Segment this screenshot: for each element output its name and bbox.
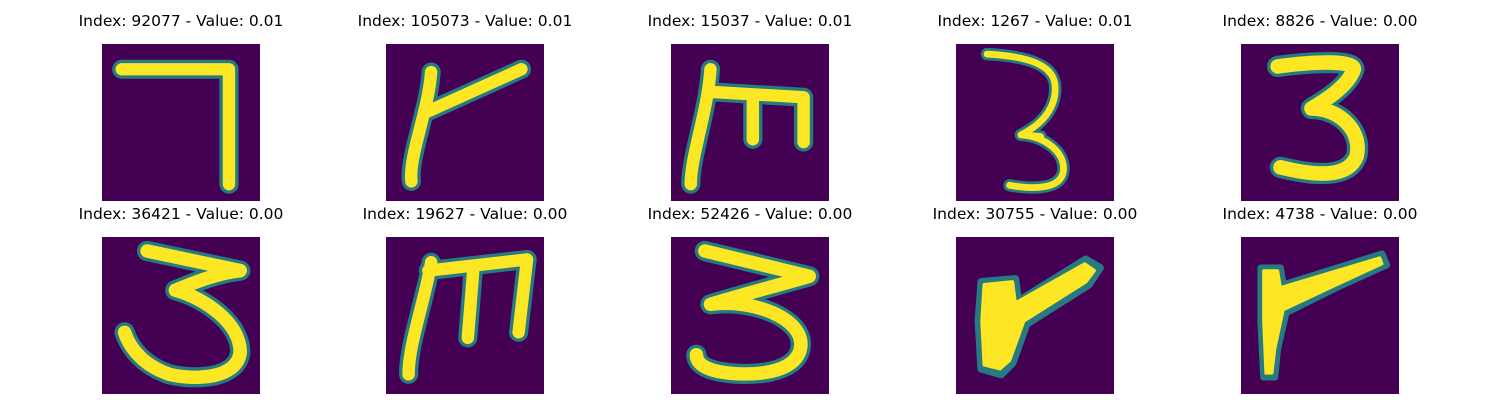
digit-image-r-shape-bold [956,237,1114,394]
digit-image-r-shape [1241,237,1399,394]
panel-title: Index: 36421 - Value: 0.00 [78,205,284,223]
digit-panel-8: Index: 52426 - Value: 0.00 [635,203,865,394]
digit-image-three [102,237,260,394]
digit-panel-9: Index: 30755 - Value: 0.00 [920,203,1150,394]
digit-panel-1: Index: 92077 - Value: 0.01 [66,10,296,201]
digit-image-seven [102,44,260,201]
panel-title: Index: 30755 - Value: 0.00 [932,205,1138,223]
panel-title: Index: 4738 - Value: 0.00 [1222,205,1418,223]
panel-title: Index: 92077 - Value: 0.01 [78,12,284,30]
panel-title: Index: 8826 - Value: 0.00 [1222,12,1418,30]
digit-panel-5: Index: 8826 - Value: 0.00 [1205,10,1435,201]
digit-panel-7: Index: 19627 - Value: 0.00 [350,203,580,394]
digit-image-three [671,237,829,394]
panel-title: Index: 19627 - Value: 0.00 [362,205,568,223]
digit-panel-2: Index: 105073 - Value: 0.01 [350,10,580,201]
digit-image-m-shape [671,44,829,201]
panel-title: Index: 105073 - Value: 0.01 [357,12,573,30]
digit-panel-4: Index: 1267 - Value: 0.01 [920,10,1150,201]
panel-title: Index: 52426 - Value: 0.00 [647,205,853,223]
digit-image-three [1241,44,1399,201]
digit-image-three [956,44,1114,201]
panel-title: Index: 1267 - Value: 0.01 [937,12,1133,30]
digit-panel-3: Index: 15037 - Value: 0.01 [635,10,865,201]
digit-image-r-shape [386,44,544,201]
digit-panel-6: Index: 36421 - Value: 0.00 [66,203,296,394]
digit-panel-10: Index: 4738 - Value: 0.00 [1205,203,1435,394]
digit-image-m-shape [386,237,544,394]
panel-title: Index: 15037 - Value: 0.01 [647,12,853,30]
